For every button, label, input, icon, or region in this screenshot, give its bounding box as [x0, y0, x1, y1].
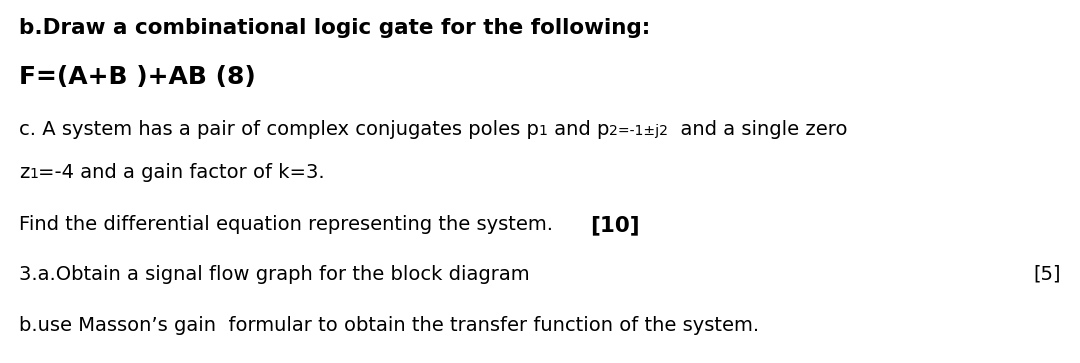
Text: [5]: [5]: [1034, 265, 1061, 284]
Text: 1: 1: [29, 167, 38, 181]
Text: 3.a.Obtain a signal flow graph for the block diagram: 3.a.Obtain a signal flow graph for the b…: [19, 265, 529, 284]
Text: 1: 1: [539, 124, 548, 138]
Text: c. A system has a pair of complex conjugates poles p: c. A system has a pair of complex conjug…: [19, 120, 539, 139]
Text: b.use Masson’s gain  formular to obtain the transfer function of the system.: b.use Masson’s gain formular to obtain t…: [19, 316, 759, 335]
Text: Find the differential equation representing the system.: Find the differential equation represent…: [19, 215, 591, 234]
Text: [10]: [10]: [591, 215, 640, 235]
Text: =-4 and a gain factor of k=3.: =-4 and a gain factor of k=3.: [38, 163, 325, 182]
Text: z: z: [19, 163, 29, 182]
Text: and p: and p: [548, 120, 609, 139]
Text: F=(A+B )+AB (8): F=(A+B )+AB (8): [19, 65, 256, 89]
Text: b.Draw a combinational logic gate for the following:: b.Draw a combinational logic gate for th…: [19, 18, 650, 38]
Text: and a single zero: and a single zero: [669, 120, 848, 139]
Text: 2=-1±j2: 2=-1±j2: [609, 124, 669, 138]
